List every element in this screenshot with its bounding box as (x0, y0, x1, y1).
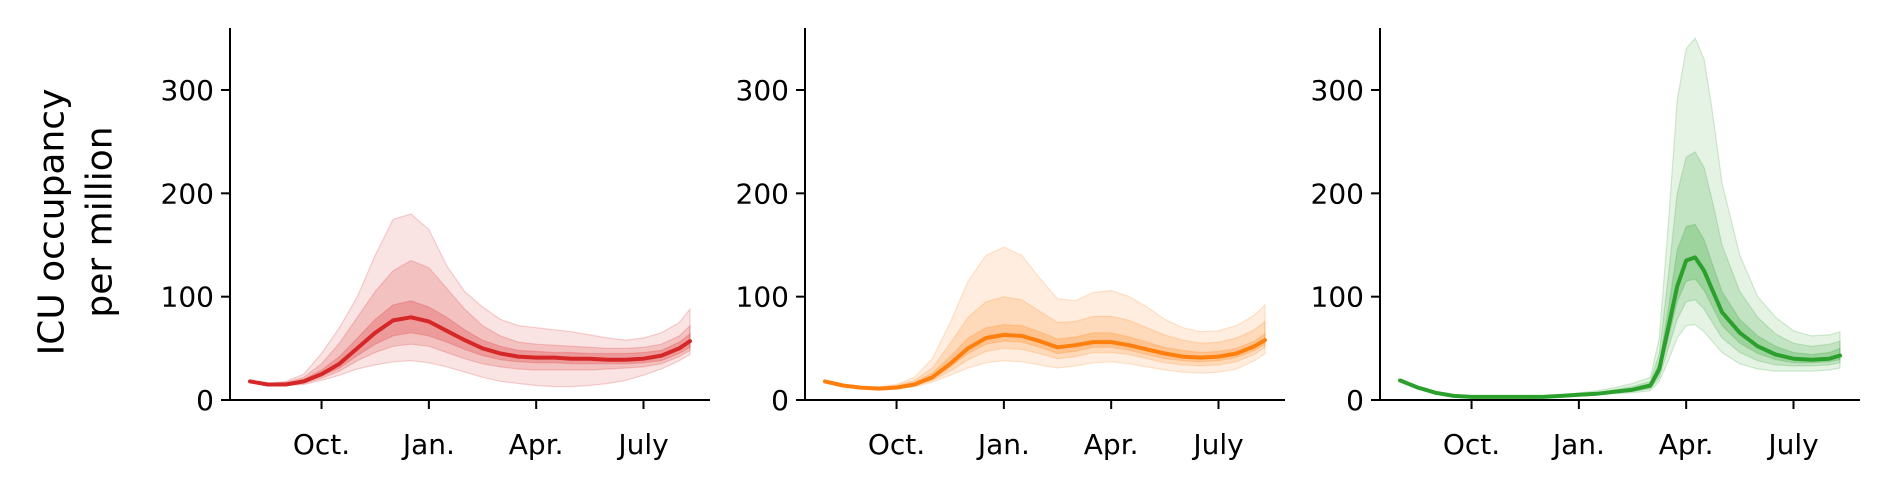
x-tick-label: Apr. (509, 428, 564, 461)
median-line (248, 315, 692, 387)
x-tick-label: Apr. (1659, 428, 1714, 461)
y-tick-label: 300 (161, 74, 214, 107)
y-tick-label: 200 (161, 177, 214, 210)
uncertainty-band-2 (249, 259, 691, 387)
x-tick-label: Jan. (976, 428, 1030, 461)
y-tick-label: 300 (736, 74, 789, 107)
uncertainty-band-1 (824, 246, 1266, 391)
median-line (823, 332, 1267, 391)
chart-panel-3: 0 100 200 300 Oct. Jan. Apr. July (1311, 28, 1860, 461)
y-tick-label: 100 (736, 281, 789, 314)
x-tick-label: July (1191, 428, 1243, 461)
y-tick-label: 0 (771, 384, 789, 417)
y-tick-label: 300 (1311, 74, 1364, 107)
y-tick-label: 0 (196, 384, 214, 417)
x-tick-label: Jan. (1551, 428, 1605, 461)
y-tick-label: 0 (1346, 384, 1364, 417)
x-tick-label: July (1766, 428, 1818, 461)
y-tick-label: 100 (1311, 281, 1364, 314)
y-tick-label: 100 (161, 281, 214, 314)
chart-panel-1: 0 100 200 300 Oct. Jan. Apr. July (161, 28, 710, 461)
x-tick-label: Oct. (293, 428, 350, 461)
x-tick-label: July (616, 428, 668, 461)
y-tick-label: 200 (736, 177, 789, 210)
x-tick-label: Jan. (401, 428, 455, 461)
y-tick-label: 200 (1311, 177, 1364, 210)
median-line (1398, 255, 1842, 399)
x-tick-label: Oct. (868, 428, 925, 461)
x-tick-label: Apr. (1084, 428, 1139, 461)
x-tick-label: Oct. (1443, 428, 1500, 461)
uncertainty-band-2 (1399, 151, 1841, 398)
chart-panel-2: 0 100 200 300 Oct. Jan. Apr. July (736, 28, 1285, 461)
